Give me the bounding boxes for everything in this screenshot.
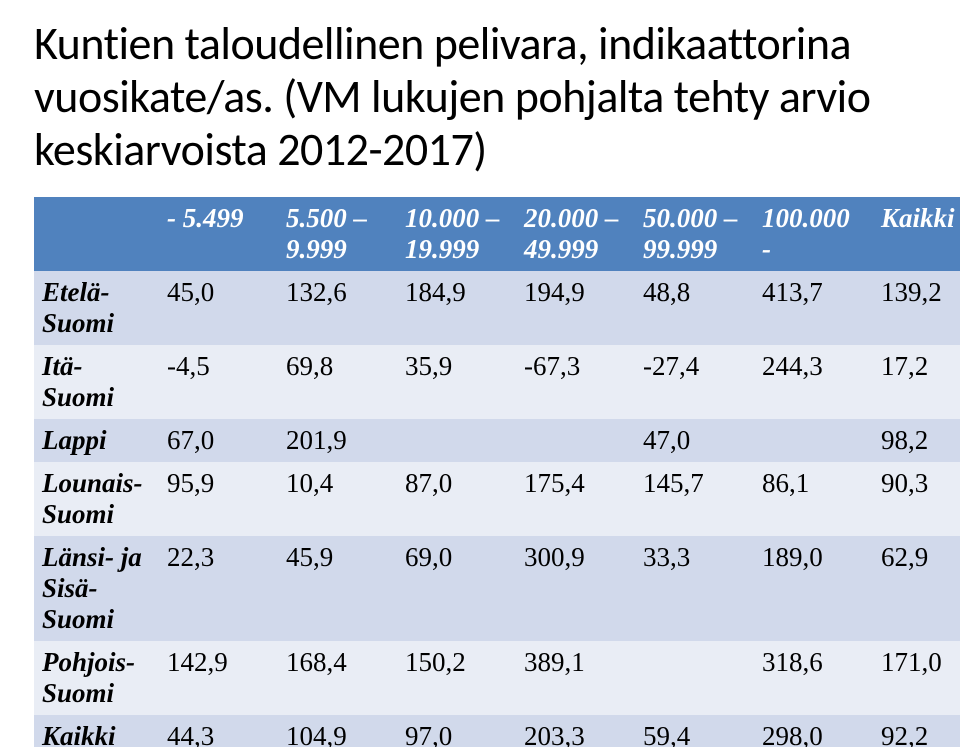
cell: 201,9 bbox=[278, 419, 397, 462]
data-table: - 5.499 5.500 – 9.999 10.000 – 19.999 20… bbox=[34, 197, 960, 747]
cell: 175,4 bbox=[516, 462, 635, 536]
cell: 300,9 bbox=[516, 536, 635, 641]
col-header bbox=[34, 197, 159, 271]
cell: 92,2 bbox=[873, 715, 960, 747]
cell: 318,6 bbox=[754, 641, 873, 715]
cell: 189,0 bbox=[754, 536, 873, 641]
table-row: Kaikki yhteensä 44,3 104,9 97,0 203,3 59… bbox=[34, 715, 960, 747]
col-header: 20.000 – 49.999 bbox=[516, 197, 635, 271]
table-row: Pohjois-Suomi 142,9 168,4 150,2 389,1 31… bbox=[34, 641, 960, 715]
cell: 10,4 bbox=[278, 462, 397, 536]
table-row: Lounais-Suomi 95,9 10,4 87,0 175,4 145,7… bbox=[34, 462, 960, 536]
cell: 35,9 bbox=[397, 345, 516, 419]
table-row: Etelä-Suomi 45,0 132,6 184,9 194,9 48,8 … bbox=[34, 271, 960, 345]
cell: 48,8 bbox=[635, 271, 754, 345]
cell: 139,2 bbox=[873, 271, 960, 345]
cell: 90,3 bbox=[873, 462, 960, 536]
cell: 45,0 bbox=[159, 271, 278, 345]
col-header: 50.000 – 99.999 bbox=[635, 197, 754, 271]
cell: -4,5 bbox=[159, 345, 278, 419]
cell: 22,3 bbox=[159, 536, 278, 641]
table-row: Länsi- ja Sisä-Suomi 22,3 45,9 69,0 300,… bbox=[34, 536, 960, 641]
cell bbox=[754, 419, 873, 462]
col-header: - 5.499 bbox=[159, 197, 278, 271]
cell: 142,9 bbox=[159, 641, 278, 715]
cell bbox=[397, 419, 516, 462]
cell: 298,0 bbox=[754, 715, 873, 747]
cell: 17,2 bbox=[873, 345, 960, 419]
cell: 86,1 bbox=[754, 462, 873, 536]
col-header: 10.000 – 19.999 bbox=[397, 197, 516, 271]
col-header: 100.000 - bbox=[754, 197, 873, 271]
cell: 104,9 bbox=[278, 715, 397, 747]
cell: 45,9 bbox=[278, 536, 397, 641]
cell: 184,9 bbox=[397, 271, 516, 345]
cell: 413,7 bbox=[754, 271, 873, 345]
table-row: Itä-Suomi -4,5 69,8 35,9 -67,3 -27,4 244… bbox=[34, 345, 960, 419]
cell: 244,3 bbox=[754, 345, 873, 419]
cell: 67,0 bbox=[159, 419, 278, 462]
row-label: Lounais-Suomi bbox=[34, 462, 159, 536]
cell bbox=[516, 419, 635, 462]
cell: 150,2 bbox=[397, 641, 516, 715]
cell: 44,3 bbox=[159, 715, 278, 747]
cell: 62,9 bbox=[873, 536, 960, 641]
row-label: Länsi- ja Sisä-Suomi bbox=[34, 536, 159, 641]
col-header: 5.500 – 9.999 bbox=[278, 197, 397, 271]
row-label: Pohjois-Suomi bbox=[34, 641, 159, 715]
cell: 203,3 bbox=[516, 715, 635, 747]
cell: 59,4 bbox=[635, 715, 754, 747]
cell: 132,6 bbox=[278, 271, 397, 345]
row-label: Kaikki yhteensä bbox=[34, 715, 159, 747]
slide: Kuntien taloudellinen pelivara, indikaat… bbox=[0, 0, 960, 747]
slide-title: Kuntien taloudellinen pelivara, indikaat… bbox=[34, 18, 926, 177]
table-header-row: - 5.499 5.500 – 9.999 10.000 – 19.999 20… bbox=[34, 197, 960, 271]
cell: 168,4 bbox=[278, 641, 397, 715]
cell: 389,1 bbox=[516, 641, 635, 715]
cell: 47,0 bbox=[635, 419, 754, 462]
cell: 33,3 bbox=[635, 536, 754, 641]
cell: -27,4 bbox=[635, 345, 754, 419]
cell: 69,8 bbox=[278, 345, 397, 419]
cell: 98,2 bbox=[873, 419, 960, 462]
row-label: Lappi bbox=[34, 419, 159, 462]
cell: -67,3 bbox=[516, 345, 635, 419]
cell: 95,9 bbox=[159, 462, 278, 536]
table-row: Lappi 67,0 201,9 47,0 98,2 bbox=[34, 419, 960, 462]
cell: 97,0 bbox=[397, 715, 516, 747]
cell: 145,7 bbox=[635, 462, 754, 536]
cell: 194,9 bbox=[516, 271, 635, 345]
row-label: Itä-Suomi bbox=[34, 345, 159, 419]
cell: 69,0 bbox=[397, 536, 516, 641]
col-header: Kaikki bbox=[873, 197, 960, 271]
row-label: Etelä-Suomi bbox=[34, 271, 159, 345]
cell bbox=[635, 641, 754, 715]
cell: 171,0 bbox=[873, 641, 960, 715]
cell: 87,0 bbox=[397, 462, 516, 536]
